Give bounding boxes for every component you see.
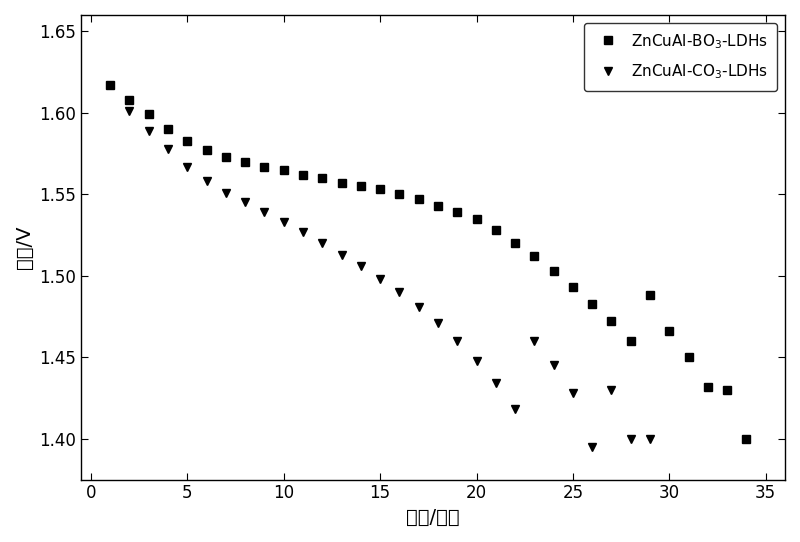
- ZnCuAl-BO$_3$-LDHs: [568, 284, 578, 291]
- ZnCuAl-CO$_3$-LDHs: [318, 240, 327, 247]
- ZnCuAl-BO$_3$-LDHs: [626, 338, 635, 344]
- ZnCuAl-BO$_3$-LDHs: [375, 186, 385, 192]
- ZnCuAl-CO$_3$-LDHs: [221, 190, 230, 196]
- ZnCuAl-CO$_3$-LDHs: [453, 338, 462, 344]
- ZnCuAl-CO$_3$-LDHs: [144, 127, 154, 134]
- ZnCuAl-CO$_3$-LDHs: [260, 209, 270, 216]
- ZnCuAl-CO$_3$-LDHs: [394, 289, 404, 295]
- ZnCuAl-BO$_3$-LDHs: [279, 166, 289, 173]
- ZnCuAl-BO$_3$-LDHs: [433, 203, 442, 209]
- ZnCuAl-BO$_3$-LDHs: [298, 171, 308, 178]
- ZnCuAl-BO$_3$-LDHs: [684, 354, 694, 360]
- ZnCuAl-BO$_3$-LDHs: [453, 209, 462, 216]
- ZnCuAl-CO$_3$-LDHs: [298, 229, 308, 235]
- ZnCuAl-CO$_3$-LDHs: [356, 263, 366, 269]
- ZnCuAl-CO$_3$-LDHs: [375, 276, 385, 282]
- ZnCuAl-BO$_3$-LDHs: [722, 386, 732, 393]
- ZnCuAl-BO$_3$-LDHs: [182, 137, 192, 144]
- ZnCuAl-BO$_3$-LDHs: [414, 196, 423, 203]
- X-axis label: 时间/分钟: 时间/分钟: [406, 508, 460, 527]
- ZnCuAl-CO$_3$-LDHs: [646, 436, 655, 442]
- ZnCuAl-BO$_3$-LDHs: [318, 175, 327, 181]
- Y-axis label: 电压/V: 电压/V: [15, 225, 34, 269]
- ZnCuAl-CO$_3$-LDHs: [568, 390, 578, 396]
- ZnCuAl-BO$_3$-LDHs: [549, 268, 558, 274]
- ZnCuAl-CO$_3$-LDHs: [182, 163, 192, 170]
- ZnCuAl-BO$_3$-LDHs: [356, 183, 366, 189]
- ZnCuAl-BO$_3$-LDHs: [240, 158, 250, 165]
- ZnCuAl-CO$_3$-LDHs: [472, 357, 482, 364]
- ZnCuAl-BO$_3$-LDHs: [742, 436, 751, 442]
- ZnCuAl-CO$_3$-LDHs: [337, 251, 346, 258]
- ZnCuAl-BO$_3$-LDHs: [260, 163, 270, 170]
- ZnCuAl-CO$_3$-LDHs: [279, 219, 289, 225]
- ZnCuAl-BO$_3$-LDHs: [510, 240, 520, 247]
- Line: ZnCuAl-BO$_3$-LDHs: ZnCuAl-BO$_3$-LDHs: [106, 81, 750, 443]
- ZnCuAl-BO$_3$-LDHs: [491, 227, 501, 234]
- ZnCuAl-BO$_3$-LDHs: [125, 96, 134, 103]
- ZnCuAl-CO$_3$-LDHs: [125, 108, 134, 114]
- ZnCuAl-CO$_3$-LDHs: [202, 178, 211, 184]
- ZnCuAl-BO$_3$-LDHs: [144, 111, 154, 118]
- ZnCuAl-BO$_3$-LDHs: [337, 179, 346, 186]
- ZnCuAl-BO$_3$-LDHs: [202, 147, 211, 153]
- ZnCuAl-CO$_3$-LDHs: [414, 304, 423, 310]
- ZnCuAl-CO$_3$-LDHs: [510, 406, 520, 413]
- ZnCuAl-BO$_3$-LDHs: [394, 191, 404, 198]
- ZnCuAl-CO$_3$-LDHs: [549, 362, 558, 369]
- Legend: ZnCuAl-BO$_3$-LDHs, ZnCuAl-CO$_3$-LDHs: ZnCuAl-BO$_3$-LDHs, ZnCuAl-CO$_3$-LDHs: [584, 23, 778, 91]
- ZnCuAl-BO$_3$-LDHs: [646, 292, 655, 299]
- ZnCuAl-BO$_3$-LDHs: [530, 253, 539, 260]
- ZnCuAl-CO$_3$-LDHs: [587, 444, 597, 450]
- ZnCuAl-BO$_3$-LDHs: [665, 328, 674, 334]
- ZnCuAl-CO$_3$-LDHs: [626, 436, 635, 442]
- ZnCuAl-CO$_3$-LDHs: [163, 145, 173, 152]
- ZnCuAl-BO$_3$-LDHs: [587, 300, 597, 307]
- ZnCuAl-CO$_3$-LDHs: [433, 320, 442, 326]
- ZnCuAl-CO$_3$-LDHs: [530, 338, 539, 344]
- ZnCuAl-CO$_3$-LDHs: [491, 380, 501, 386]
- ZnCuAl-BO$_3$-LDHs: [703, 383, 713, 390]
- Line: ZnCuAl-CO$_3$-LDHs: ZnCuAl-CO$_3$-LDHs: [126, 107, 654, 451]
- ZnCuAl-BO$_3$-LDHs: [606, 318, 616, 325]
- ZnCuAl-BO$_3$-LDHs: [221, 153, 230, 160]
- ZnCuAl-CO$_3$-LDHs: [606, 386, 616, 393]
- ZnCuAl-BO$_3$-LDHs: [472, 216, 482, 222]
- ZnCuAl-CO$_3$-LDHs: [240, 199, 250, 206]
- ZnCuAl-BO$_3$-LDHs: [163, 126, 173, 132]
- ZnCuAl-BO$_3$-LDHs: [106, 82, 115, 88]
